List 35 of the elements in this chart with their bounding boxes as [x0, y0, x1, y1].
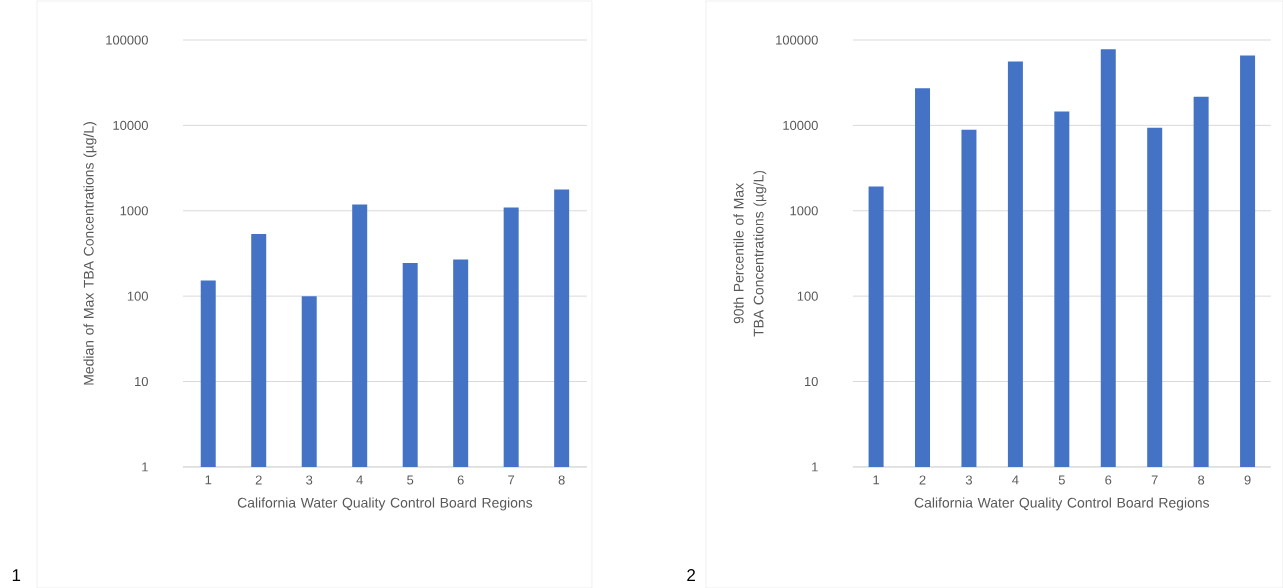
- y-tick-label: 1: [142, 462, 148, 472]
- y-tick-label: 10: [135, 376, 148, 387]
- y-tick-label: 100000: [776, 35, 818, 45]
- x-tick-label: 1: [205, 475, 212, 485]
- y-axis-title: Median of Max TBA Concentrations (µg/L): [83, 122, 97, 385]
- x-tick-label: 2: [919, 475, 926, 485]
- x-axis-title: California Water Quality Control Board Regions: [914, 497, 1210, 511]
- y-tick-label: 100: [127, 291, 148, 301]
- x-tick-label: 8: [558, 475, 565, 485]
- x-tick-label: 4: [1012, 475, 1019, 485]
- y-tick-label: 10000: [113, 120, 148, 130]
- x-tick-label: 2: [255, 475, 262, 485]
- x-tick-label: 6: [1105, 475, 1112, 485]
- y-tick-label: 1000: [120, 206, 148, 216]
- text: 1: [12, 569, 21, 581]
- x-tick-label: 9: [1244, 475, 1251, 485]
- text: 2: [687, 569, 695, 581]
- x-tick-label: 7: [1151, 475, 1158, 485]
- y-tick-label: 1: [812, 462, 818, 472]
- y-axis-title: 90th Percentile of Max TBA Concentrations (µg/L): [733, 170, 767, 337]
- x-tick-label: 7: [508, 475, 515, 485]
- y-tick-label: 1000: [790, 206, 818, 216]
- x-axis-title: California Water Quality Control Board Regions: [237, 497, 533, 511]
- x-tick-label: 5: [407, 475, 414, 485]
- x-tick-label: 6: [457, 475, 464, 485]
- x-tick-label: 4: [356, 475, 363, 485]
- x-tick-label: 8: [1198, 475, 1205, 485]
- x-tick-label: 1: [873, 475, 880, 485]
- y-tick-label: 10000: [783, 120, 818, 130]
- y-tick-label: 10: [804, 376, 818, 387]
- y-tick-label: 100000: [106, 35, 148, 45]
- x-tick-label: 3: [965, 475, 972, 485]
- y-tick-label: 100: [797, 291, 818, 301]
- x-tick-label: 5: [1058, 475, 1065, 485]
- x-tick-label: 3: [306, 475, 313, 485]
